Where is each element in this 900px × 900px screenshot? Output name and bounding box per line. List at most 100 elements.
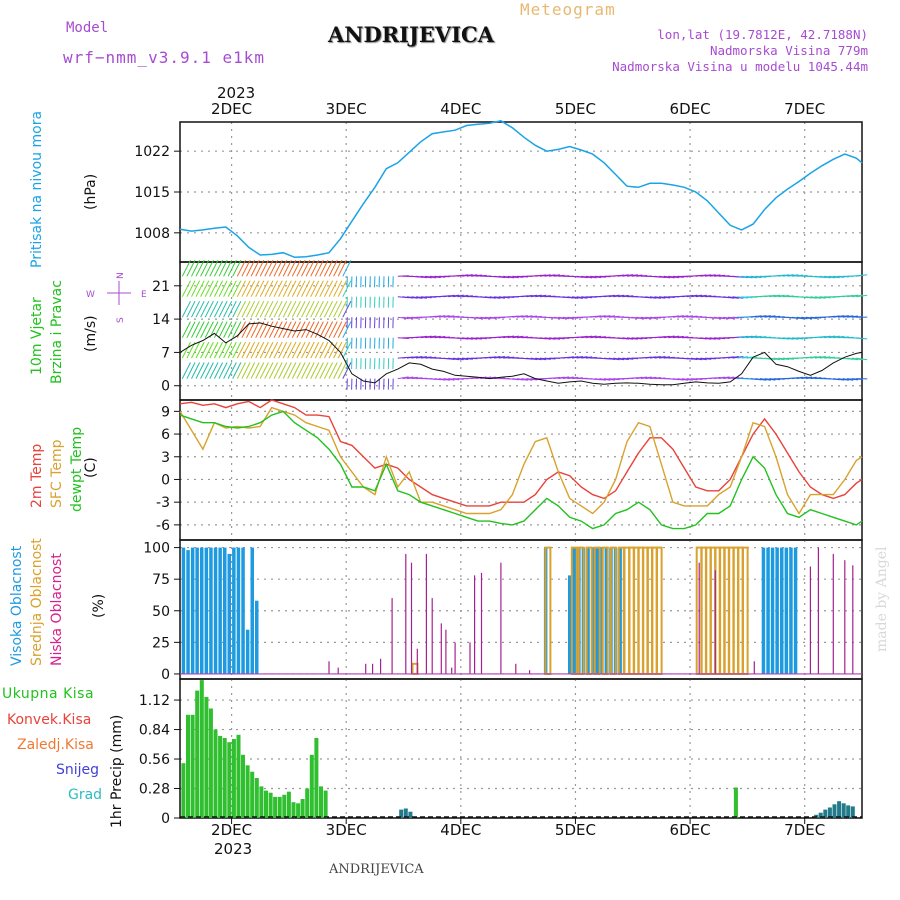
wind-ytick-label: 0 xyxy=(161,379,170,395)
wind-barb xyxy=(471,274,483,277)
wind-barb xyxy=(314,362,324,379)
low_cloud-bar xyxy=(474,575,476,674)
wind-barb xyxy=(411,356,423,359)
station-title: ANDRIJEVICA xyxy=(328,22,495,47)
wind-barb xyxy=(411,296,423,299)
wind-barb xyxy=(195,321,205,338)
wind-barb xyxy=(218,362,228,379)
wind-barb xyxy=(310,341,320,359)
year-bottom: 2023 xyxy=(214,840,253,858)
wind-barb xyxy=(420,335,432,339)
wind-barb xyxy=(672,335,684,339)
high_cloud-bar xyxy=(618,547,622,674)
wind-barb xyxy=(686,378,698,381)
high_cloud-bar xyxy=(241,547,245,674)
wind-barb xyxy=(695,357,707,361)
wind-barb xyxy=(828,275,840,279)
low_cloud-bar xyxy=(832,553,834,674)
precip-bar xyxy=(300,799,305,818)
precip-bar xyxy=(277,796,282,818)
wind-barb xyxy=(539,337,551,340)
wind-barb xyxy=(448,378,460,381)
wind-barb xyxy=(195,280,205,297)
high_cloud-bar xyxy=(236,547,241,674)
wind-barb xyxy=(337,321,347,338)
wind-barb xyxy=(626,337,638,340)
wind-barb xyxy=(585,335,597,339)
high_cloud-bar xyxy=(227,553,231,674)
wind-barb xyxy=(310,362,320,379)
precip-bar xyxy=(241,754,245,818)
low_cloud-bar xyxy=(753,661,755,674)
wind-barb xyxy=(626,274,638,277)
wind-barb xyxy=(796,316,808,320)
date-label-bottom: 3DEC xyxy=(326,821,367,839)
wind-barb xyxy=(782,357,794,360)
wind-barb xyxy=(709,337,721,340)
wind-barb xyxy=(223,341,233,359)
wind-barb xyxy=(319,362,329,379)
wind-barb xyxy=(640,376,652,380)
wind-barb xyxy=(259,259,269,277)
wind-barb xyxy=(769,294,781,298)
wind-barb xyxy=(278,280,288,297)
wind-barb xyxy=(236,341,246,359)
wind-barb xyxy=(181,321,191,338)
wind-barb xyxy=(695,294,707,298)
wind-barb xyxy=(805,376,817,380)
low_cloud-bar xyxy=(425,553,427,674)
wind-barb xyxy=(310,300,320,318)
wind-barb xyxy=(466,274,478,277)
precip-bar xyxy=(286,791,291,818)
wind-barb xyxy=(663,335,675,339)
low_cloud-bar xyxy=(500,562,502,674)
wind-barb xyxy=(819,275,831,279)
wind-barb xyxy=(526,357,538,361)
wind-barb xyxy=(654,296,666,299)
precip-bar xyxy=(181,763,186,818)
low-cloud-label: Niska Oblacnost xyxy=(49,553,65,666)
wind-barb xyxy=(232,341,242,359)
legend-convective-rain: Konvek.Kisa xyxy=(7,712,92,728)
model-name: wrf−nmm_v3.9.1 e1km xyxy=(63,48,266,67)
wind-barb xyxy=(181,280,191,297)
pressure-ytick-label: 1022 xyxy=(134,144,170,160)
wind-barb xyxy=(645,296,657,299)
wind-barb xyxy=(792,316,804,320)
wind-barb xyxy=(200,300,210,318)
wind-barb xyxy=(452,357,464,361)
wind-barb xyxy=(521,378,533,381)
wind-barb xyxy=(695,274,707,277)
wind-barb xyxy=(200,362,210,379)
wind-barb xyxy=(337,259,347,277)
wind-barb xyxy=(402,316,414,320)
cloud-panel xyxy=(174,539,863,680)
precip-bar xyxy=(323,790,328,818)
wind-barb xyxy=(328,300,338,318)
wind-barb xyxy=(246,341,256,359)
wind-barb xyxy=(195,300,205,318)
wind-barb xyxy=(576,275,588,279)
wind-barb xyxy=(273,341,283,359)
high_cloud-bar xyxy=(793,547,798,674)
precip-bar xyxy=(231,739,236,818)
wind-barb xyxy=(264,362,274,379)
wind-barb xyxy=(847,315,859,318)
wind-barb xyxy=(195,362,205,379)
wind-barb xyxy=(296,300,306,318)
wind-barb xyxy=(553,337,565,340)
wind-barb xyxy=(434,315,446,318)
wind-barb xyxy=(255,362,265,379)
wind-barb xyxy=(342,321,352,338)
wind-barb xyxy=(310,280,320,297)
snow_bar-bar xyxy=(846,805,851,818)
wind-barb xyxy=(282,300,292,318)
wind-barb xyxy=(608,294,620,298)
wind-barb xyxy=(649,377,661,380)
wind-barb xyxy=(273,259,283,277)
wind-barb xyxy=(677,315,689,318)
wind-barb xyxy=(291,341,301,359)
wind-barb xyxy=(287,341,297,359)
precip-bar xyxy=(268,792,273,818)
wind-barb xyxy=(672,315,684,318)
